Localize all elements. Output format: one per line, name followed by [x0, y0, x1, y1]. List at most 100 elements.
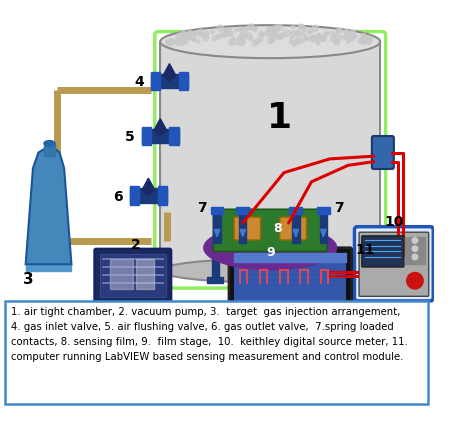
FancyBboxPatch shape — [362, 236, 404, 268]
Circle shape — [412, 238, 418, 244]
Bar — [168, 71, 171, 82]
Bar — [179, 73, 188, 91]
Circle shape — [298, 25, 304, 31]
Circle shape — [362, 40, 365, 44]
Circle shape — [224, 29, 228, 33]
Circle shape — [248, 25, 254, 31]
Bar — [207, 277, 224, 284]
Circle shape — [228, 33, 232, 37]
Circle shape — [346, 41, 350, 44]
Circle shape — [212, 37, 217, 41]
Ellipse shape — [160, 26, 380, 59]
Circle shape — [277, 25, 283, 31]
Bar — [26, 265, 72, 271]
Circle shape — [245, 36, 248, 39]
Circle shape — [312, 26, 319, 32]
Circle shape — [362, 34, 365, 37]
Polygon shape — [163, 64, 176, 82]
Circle shape — [300, 39, 304, 44]
Bar — [237, 208, 249, 214]
Circle shape — [217, 26, 224, 32]
Circle shape — [334, 41, 339, 46]
Circle shape — [271, 35, 277, 41]
Bar — [290, 208, 302, 214]
Circle shape — [360, 39, 364, 43]
Circle shape — [181, 32, 186, 37]
Text: 11: 11 — [356, 243, 375, 256]
Ellipse shape — [160, 259, 380, 283]
Circle shape — [301, 27, 304, 31]
Bar — [235, 305, 346, 312]
Circle shape — [192, 33, 195, 37]
Circle shape — [187, 31, 193, 37]
Circle shape — [241, 38, 245, 42]
Bar — [235, 253, 346, 263]
Circle shape — [305, 38, 308, 41]
FancyBboxPatch shape — [280, 218, 306, 240]
Circle shape — [240, 29, 246, 35]
Circle shape — [168, 40, 174, 46]
Circle shape — [344, 30, 349, 35]
Circle shape — [349, 31, 356, 37]
Circle shape — [321, 37, 326, 42]
Circle shape — [292, 41, 298, 47]
Circle shape — [367, 38, 372, 43]
Circle shape — [301, 27, 307, 32]
Circle shape — [340, 36, 344, 40]
Circle shape — [273, 31, 277, 35]
Circle shape — [362, 42, 365, 45]
Circle shape — [296, 31, 301, 35]
FancyBboxPatch shape — [100, 255, 166, 297]
Circle shape — [318, 35, 321, 38]
Circle shape — [187, 37, 191, 40]
FancyBboxPatch shape — [235, 253, 346, 312]
Circle shape — [187, 36, 191, 41]
Bar — [321, 245, 329, 281]
Bar — [292, 212, 300, 244]
Circle shape — [261, 34, 264, 37]
FancyBboxPatch shape — [234, 218, 261, 240]
Circle shape — [279, 34, 284, 39]
Circle shape — [308, 32, 311, 35]
Circle shape — [223, 34, 227, 38]
Bar — [317, 208, 330, 214]
Circle shape — [251, 27, 255, 32]
Circle shape — [412, 246, 418, 252]
Text: 7: 7 — [197, 201, 206, 215]
FancyBboxPatch shape — [372, 137, 394, 170]
Bar — [259, 278, 281, 286]
Ellipse shape — [204, 226, 337, 270]
Circle shape — [277, 35, 281, 39]
Circle shape — [165, 41, 169, 45]
Circle shape — [367, 37, 373, 43]
Circle shape — [319, 39, 322, 42]
Bar — [170, 127, 179, 146]
Circle shape — [238, 28, 243, 32]
Circle shape — [174, 40, 178, 43]
Circle shape — [358, 39, 363, 44]
Circle shape — [291, 32, 296, 37]
Circle shape — [249, 37, 253, 41]
Circle shape — [311, 36, 317, 42]
Polygon shape — [154, 119, 167, 137]
Circle shape — [299, 26, 303, 30]
Circle shape — [296, 32, 301, 38]
Circle shape — [268, 39, 273, 44]
Circle shape — [366, 40, 371, 45]
Circle shape — [202, 36, 209, 42]
FancyBboxPatch shape — [355, 227, 433, 301]
Circle shape — [337, 29, 341, 34]
Bar — [157, 187, 167, 205]
Circle shape — [352, 34, 355, 37]
Circle shape — [292, 26, 294, 29]
Bar — [265, 251, 275, 283]
Circle shape — [272, 29, 275, 32]
Circle shape — [279, 37, 283, 40]
Circle shape — [235, 30, 237, 33]
Circle shape — [361, 36, 365, 40]
Bar — [158, 126, 162, 137]
Circle shape — [178, 42, 182, 46]
Circle shape — [192, 38, 196, 43]
Bar — [110, 259, 133, 289]
Circle shape — [254, 29, 257, 32]
